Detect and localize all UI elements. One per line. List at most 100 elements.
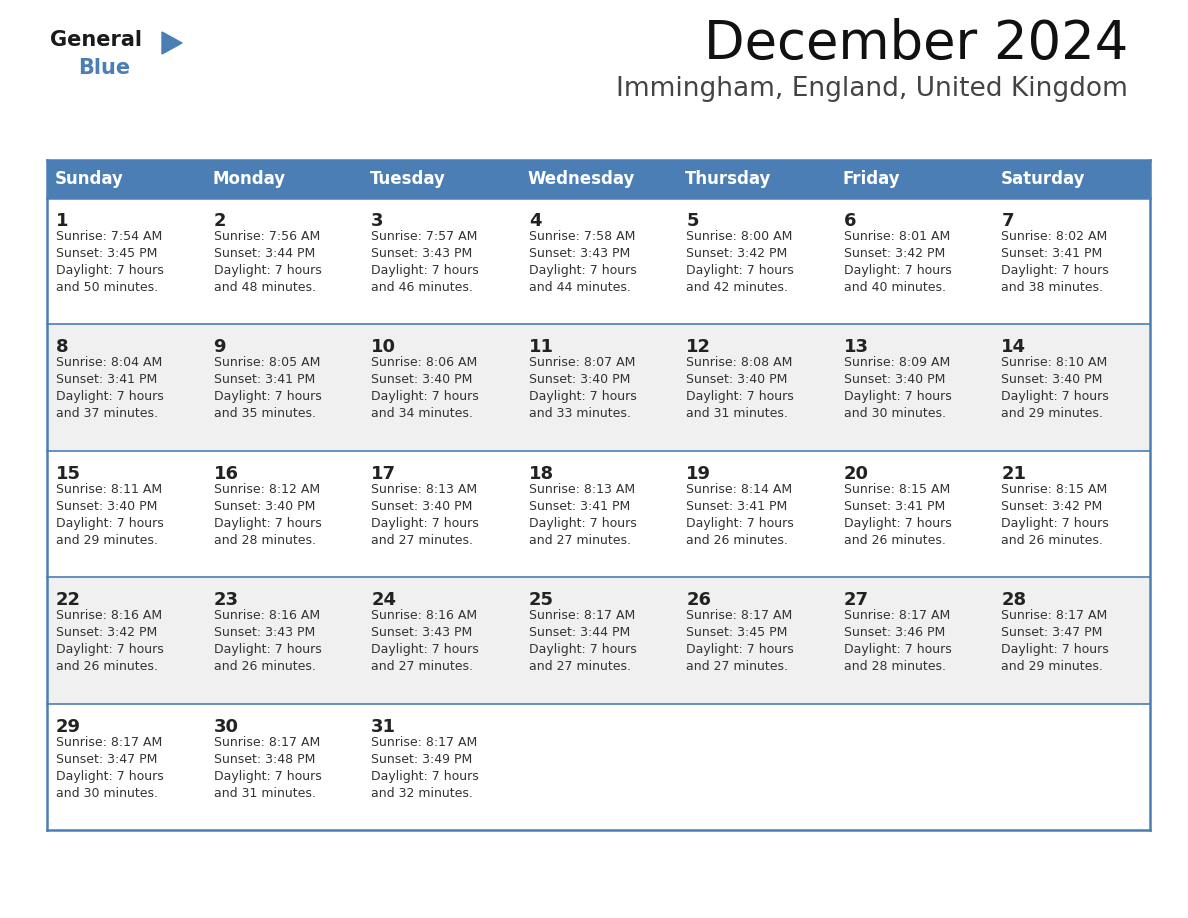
- Text: 17: 17: [371, 465, 396, 483]
- Text: Sunrise: 8:17 AM: Sunrise: 8:17 AM: [529, 610, 634, 622]
- Text: Daylight: 7 hours: Daylight: 7 hours: [214, 644, 321, 656]
- Text: Sunrise: 8:04 AM: Sunrise: 8:04 AM: [56, 356, 163, 369]
- Text: 30: 30: [214, 718, 239, 735]
- Text: Daylight: 7 hours: Daylight: 7 hours: [529, 644, 637, 656]
- Text: and 48 minutes.: and 48 minutes.: [214, 281, 316, 294]
- Bar: [204, 577, 362, 703]
- Text: Sunrise: 8:00 AM: Sunrise: 8:00 AM: [687, 230, 792, 243]
- Text: Sunset: 3:40 PM: Sunset: 3:40 PM: [371, 374, 473, 386]
- Text: 16: 16: [214, 465, 239, 483]
- Text: Sunset: 3:42 PM: Sunset: 3:42 PM: [56, 626, 157, 639]
- Text: and 26 minutes.: and 26 minutes.: [687, 533, 788, 547]
- Bar: [48, 703, 204, 830]
- Text: 29: 29: [56, 718, 81, 735]
- Text: Sunrise: 8:14 AM: Sunrise: 8:14 AM: [687, 483, 792, 496]
- Text: Tuesday: Tuesday: [371, 170, 446, 188]
- Text: 21: 21: [1001, 465, 1026, 483]
- Text: Sunset: 3:40 PM: Sunset: 3:40 PM: [1001, 374, 1102, 386]
- Text: 1: 1: [56, 212, 69, 230]
- Bar: [677, 324, 835, 451]
- Text: Sunset: 3:44 PM: Sunset: 3:44 PM: [529, 626, 630, 639]
- Bar: [204, 451, 362, 577]
- Text: Sunrise: 8:16 AM: Sunrise: 8:16 AM: [371, 610, 478, 622]
- Text: and 27 minutes.: and 27 minutes.: [529, 660, 631, 673]
- Text: Daylight: 7 hours: Daylight: 7 hours: [687, 390, 794, 403]
- Text: Sunset: 3:42 PM: Sunset: 3:42 PM: [1001, 499, 1102, 513]
- Text: Sunday: Sunday: [55, 170, 124, 188]
- Text: Sunrise: 8:17 AM: Sunrise: 8:17 AM: [56, 735, 163, 748]
- Text: Daylight: 7 hours: Daylight: 7 hours: [371, 264, 479, 277]
- Text: and 33 minutes.: and 33 minutes.: [529, 408, 631, 420]
- Bar: [362, 160, 519, 198]
- Text: 9: 9: [214, 339, 226, 356]
- Text: and 44 minutes.: and 44 minutes.: [529, 281, 631, 294]
- Text: and 40 minutes.: and 40 minutes.: [843, 281, 946, 294]
- Text: Daylight: 7 hours: Daylight: 7 hours: [687, 264, 794, 277]
- Bar: [677, 198, 835, 324]
- Text: Sunrise: 8:16 AM: Sunrise: 8:16 AM: [56, 610, 162, 622]
- Text: 22: 22: [56, 591, 81, 610]
- Text: Sunrise: 8:15 AM: Sunrise: 8:15 AM: [1001, 483, 1107, 496]
- Bar: [519, 324, 677, 451]
- Bar: [992, 160, 1150, 198]
- Text: Monday: Monday: [213, 170, 285, 188]
- Text: Daylight: 7 hours: Daylight: 7 hours: [214, 517, 321, 530]
- Text: 31: 31: [371, 718, 396, 735]
- Text: and 28 minutes.: and 28 minutes.: [214, 533, 316, 547]
- Text: General: General: [50, 30, 143, 50]
- Text: Sunset: 3:41 PM: Sunset: 3:41 PM: [843, 499, 946, 513]
- Bar: [835, 160, 992, 198]
- Text: Daylight: 7 hours: Daylight: 7 hours: [56, 264, 164, 277]
- Text: and 35 minutes.: and 35 minutes.: [214, 408, 316, 420]
- Text: Daylight: 7 hours: Daylight: 7 hours: [529, 390, 637, 403]
- Text: and 31 minutes.: and 31 minutes.: [687, 408, 788, 420]
- Bar: [362, 577, 519, 703]
- Text: Daylight: 7 hours: Daylight: 7 hours: [843, 644, 952, 656]
- Text: Sunrise: 8:10 AM: Sunrise: 8:10 AM: [1001, 356, 1107, 369]
- Text: Sunrise: 8:02 AM: Sunrise: 8:02 AM: [1001, 230, 1107, 243]
- Text: Sunset: 3:45 PM: Sunset: 3:45 PM: [687, 626, 788, 639]
- Text: Sunset: 3:43 PM: Sunset: 3:43 PM: [371, 626, 473, 639]
- Bar: [48, 160, 204, 198]
- Text: Sunrise: 8:13 AM: Sunrise: 8:13 AM: [529, 483, 634, 496]
- Text: Sunrise: 8:12 AM: Sunrise: 8:12 AM: [214, 483, 320, 496]
- Text: 8: 8: [56, 339, 69, 356]
- Text: Sunrise: 8:07 AM: Sunrise: 8:07 AM: [529, 356, 636, 369]
- Text: Sunrise: 8:09 AM: Sunrise: 8:09 AM: [843, 356, 950, 369]
- Text: 28: 28: [1001, 591, 1026, 610]
- Text: 15: 15: [56, 465, 81, 483]
- Text: Sunrise: 8:17 AM: Sunrise: 8:17 AM: [1001, 610, 1107, 622]
- Text: Sunrise: 8:16 AM: Sunrise: 8:16 AM: [214, 610, 320, 622]
- Text: Sunset: 3:40 PM: Sunset: 3:40 PM: [843, 374, 946, 386]
- Text: 4: 4: [529, 212, 542, 230]
- Bar: [835, 198, 992, 324]
- Text: Sunset: 3:41 PM: Sunset: 3:41 PM: [687, 499, 788, 513]
- Text: 26: 26: [687, 591, 712, 610]
- Text: Sunset: 3:42 PM: Sunset: 3:42 PM: [687, 247, 788, 260]
- Bar: [992, 451, 1150, 577]
- Bar: [204, 324, 362, 451]
- Text: Daylight: 7 hours: Daylight: 7 hours: [1001, 390, 1110, 403]
- Text: Saturday: Saturday: [1000, 170, 1085, 188]
- Text: Daylight: 7 hours: Daylight: 7 hours: [214, 390, 321, 403]
- Bar: [677, 577, 835, 703]
- Text: 18: 18: [529, 465, 554, 483]
- Text: and 32 minutes.: and 32 minutes.: [371, 787, 473, 800]
- Text: Sunset: 3:40 PM: Sunset: 3:40 PM: [56, 499, 157, 513]
- Text: Daylight: 7 hours: Daylight: 7 hours: [1001, 644, 1110, 656]
- Text: and 27 minutes.: and 27 minutes.: [529, 533, 631, 547]
- Text: and 42 minutes.: and 42 minutes.: [687, 281, 788, 294]
- Bar: [677, 451, 835, 577]
- Bar: [48, 577, 204, 703]
- Text: Sunrise: 8:08 AM: Sunrise: 8:08 AM: [687, 356, 792, 369]
- Text: 3: 3: [371, 212, 384, 230]
- Bar: [835, 577, 992, 703]
- Text: Sunset: 3:45 PM: Sunset: 3:45 PM: [56, 247, 157, 260]
- Text: Blue: Blue: [78, 58, 131, 78]
- Text: Sunset: 3:41 PM: Sunset: 3:41 PM: [529, 499, 630, 513]
- Bar: [677, 160, 835, 198]
- Text: 23: 23: [214, 591, 239, 610]
- Bar: [519, 198, 677, 324]
- Text: and 26 minutes.: and 26 minutes.: [214, 660, 316, 673]
- Text: and 29 minutes.: and 29 minutes.: [1001, 408, 1104, 420]
